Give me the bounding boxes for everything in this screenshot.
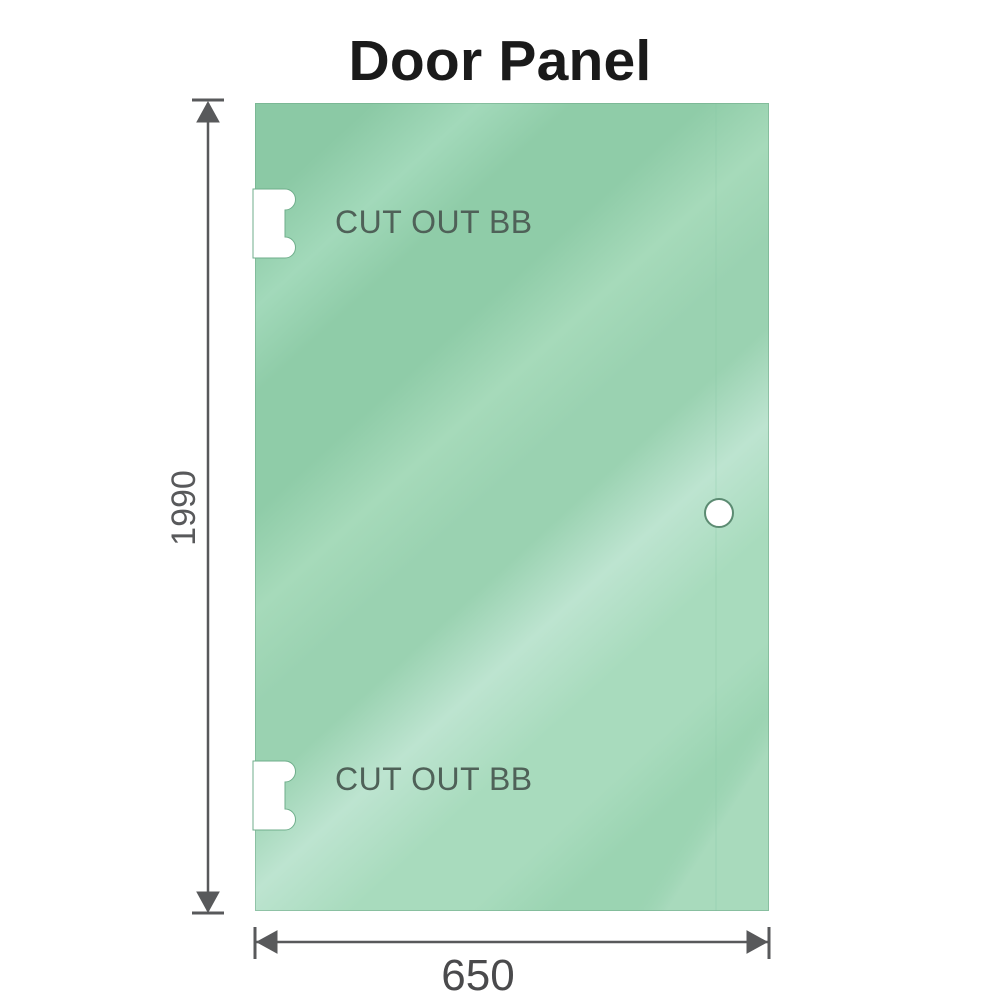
svg-text:CUT OUT BB: CUT OUT BB bbox=[335, 204, 533, 240]
svg-text:1990: 1990 bbox=[165, 470, 203, 546]
svg-text:650: 650 bbox=[441, 951, 514, 1000]
svg-text:CUT OUT BB: CUT OUT BB bbox=[335, 761, 533, 797]
